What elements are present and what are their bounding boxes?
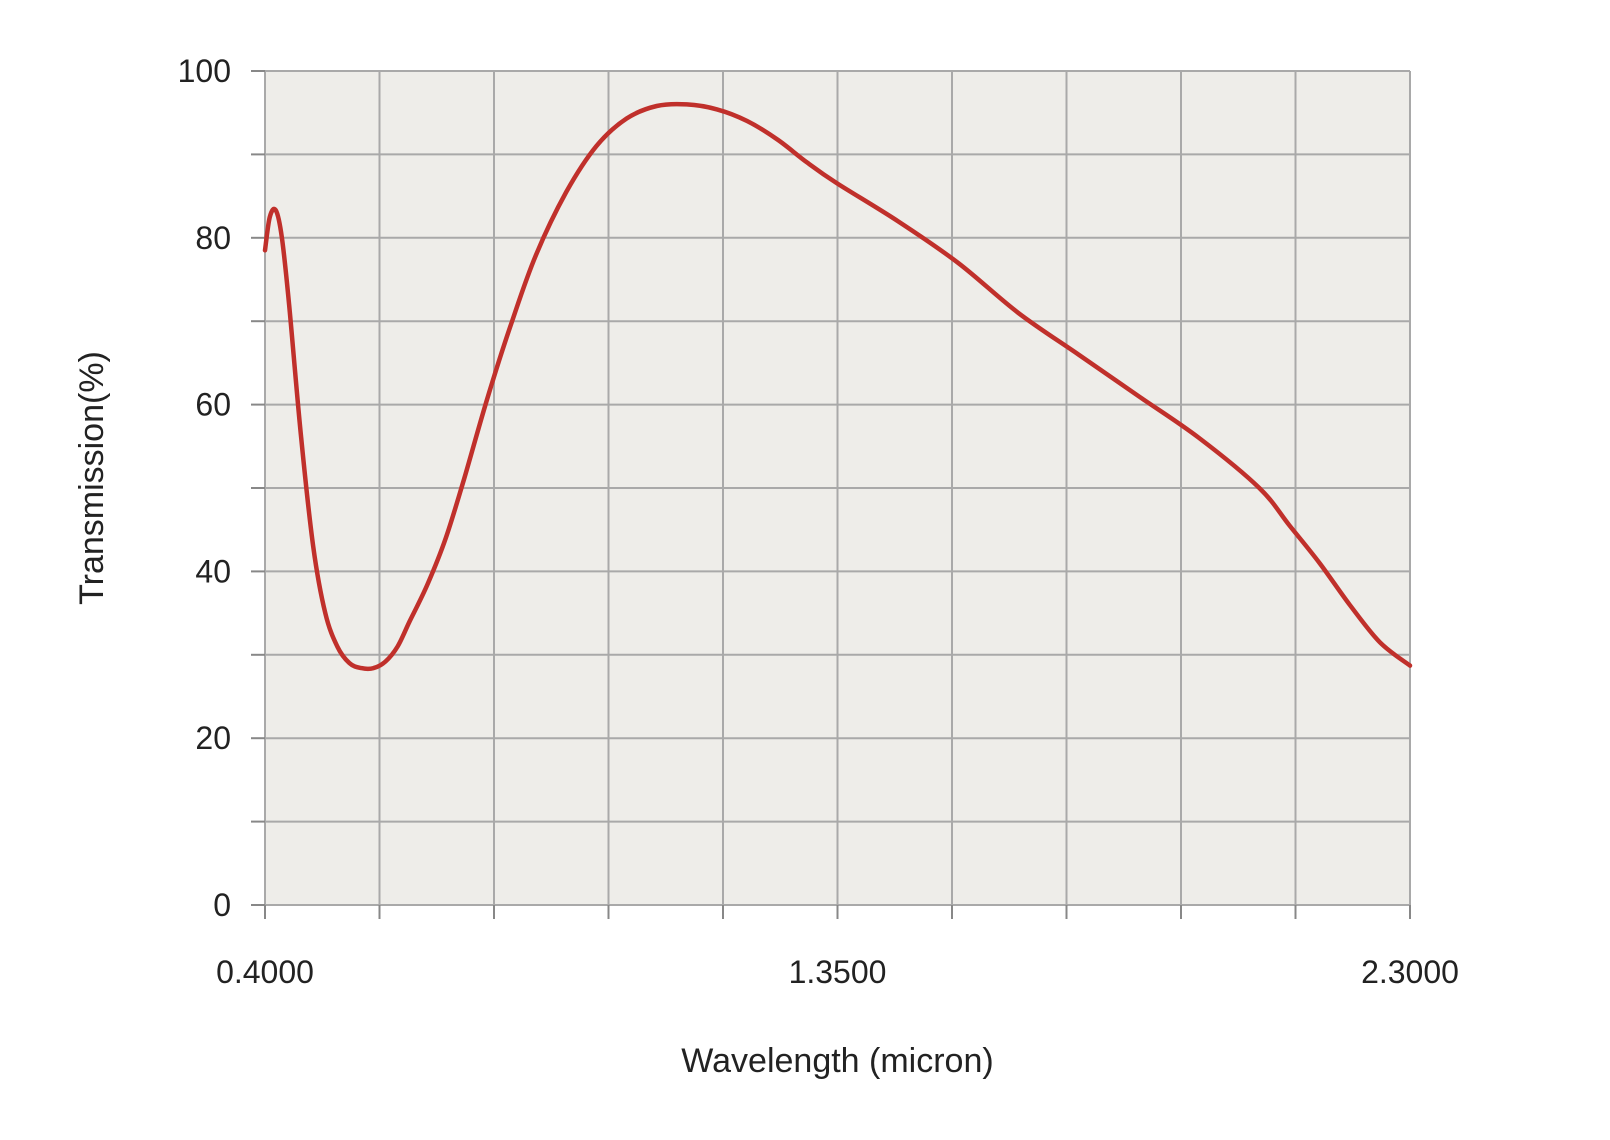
y-tick-label: 40 — [195, 553, 231, 589]
x-axis-title: Wavelength (micron) — [681, 1042, 993, 1080]
x-tick-label: 2.3000 — [1361, 954, 1459, 990]
y-axis-title: Transmission(%) — [73, 351, 111, 605]
axis-ticks — [251, 70, 1411, 919]
x-tick-label: 1.3500 — [789, 954, 887, 990]
y-tick-label: 80 — [195, 220, 231, 256]
series-line — [262, 101, 1413, 672]
y-tick-label: 100 — [178, 53, 231, 89]
gridlines — [264, 70, 1411, 906]
x-tick-labels: 0.4000 1.3500 2.3000 — [216, 954, 1459, 990]
y-tick-label: 60 — [195, 387, 231, 423]
y-tick-label: 20 — [195, 720, 231, 756]
y-tick-label: 0 — [213, 887, 231, 923]
y-tick-labels: 0 20 40 60 80 100 — [178, 53, 231, 923]
x-tick-label: 0.4000 — [216, 954, 314, 990]
